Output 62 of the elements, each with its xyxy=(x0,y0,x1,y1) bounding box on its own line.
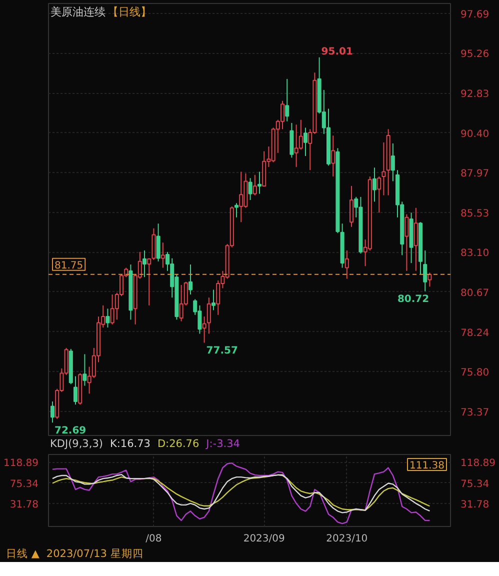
y-tick-label: 87.97 xyxy=(460,168,490,180)
candlestick xyxy=(216,280,220,316)
text: K:16.73 xyxy=(110,438,150,450)
y-tick-label: 118.89 xyxy=(4,458,39,470)
y-tick-label: 92.83 xyxy=(460,89,490,100)
text: D:26.76 xyxy=(157,438,200,450)
candlestick xyxy=(372,167,377,202)
candlestick xyxy=(298,119,303,150)
candlestick xyxy=(414,207,418,272)
text: 2023/07/13 星期四 xyxy=(46,548,144,560)
candlestick xyxy=(290,122,294,158)
text: 日线 ▲ xyxy=(6,548,40,560)
y-tick-label: 83.10 xyxy=(460,248,490,260)
candlestick xyxy=(50,400,55,424)
y-tick-label: 95.26 xyxy=(460,49,490,60)
annotation: 95.01 xyxy=(321,46,353,58)
annotation: 72.69 xyxy=(54,426,86,437)
annotation: 80.72 xyxy=(397,294,430,306)
candlestick xyxy=(248,178,252,201)
candlestick xyxy=(404,214,409,272)
candlestick xyxy=(252,174,257,196)
candlestick xyxy=(142,250,147,278)
candlestick xyxy=(344,250,349,280)
chart-title: KDJ(9,3,3) xyxy=(50,438,103,450)
candlestick xyxy=(206,297,211,334)
x-tick-label: 2023/10 xyxy=(326,534,368,544)
candlestick xyxy=(377,176,382,214)
y-tick-label: 78.24 xyxy=(460,328,490,339)
x-tick-label: 2023/09 xyxy=(243,534,285,544)
y-tick-label: 85.53 xyxy=(460,208,490,220)
candlestick xyxy=(390,142,395,182)
candlestick xyxy=(423,250,428,292)
chart-title: 美原油连续 xyxy=(50,6,106,18)
candlestick xyxy=(257,171,262,194)
candlestick xyxy=(160,242,165,268)
x-tick-label: /08 xyxy=(146,534,162,544)
candlestick xyxy=(188,264,193,295)
candlestick xyxy=(382,142,386,196)
y-tick-label: 75.34 xyxy=(10,478,39,490)
y-tick-label: 80.67 xyxy=(460,288,490,299)
chart-subtitle: 【日线】 xyxy=(108,6,152,18)
candlestick xyxy=(239,171,244,223)
y-tick-label: 97.69 xyxy=(460,9,490,20)
annotation: 77.57 xyxy=(206,346,238,357)
ref-line-label: 81.75 xyxy=(54,260,84,272)
candlestick xyxy=(211,289,216,311)
candlestick xyxy=(73,376,78,406)
series-label: J:-3.34 xyxy=(206,438,240,450)
candlestick xyxy=(303,127,308,157)
y-tick-label: 73.37 xyxy=(460,407,490,418)
y-tick-label: 75.80 xyxy=(460,368,490,379)
candlestick xyxy=(349,185,354,228)
candlestick xyxy=(156,223,160,262)
annotation: 111.38 xyxy=(410,460,445,472)
y-tick-label: 90.40 xyxy=(460,128,490,140)
candlestick xyxy=(331,135,336,177)
candlestick xyxy=(82,354,87,386)
candlestick xyxy=(106,308,110,328)
candlestick xyxy=(234,202,239,218)
y-tick-label: 31.78 xyxy=(10,500,39,511)
candlestick xyxy=(285,78,290,122)
candlestick xyxy=(280,100,285,130)
